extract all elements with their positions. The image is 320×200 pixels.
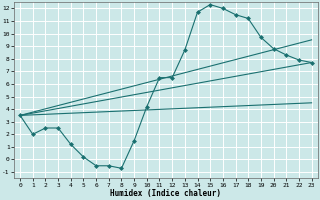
X-axis label: Humidex (Indice chaleur): Humidex (Indice chaleur) (110, 189, 221, 198)
